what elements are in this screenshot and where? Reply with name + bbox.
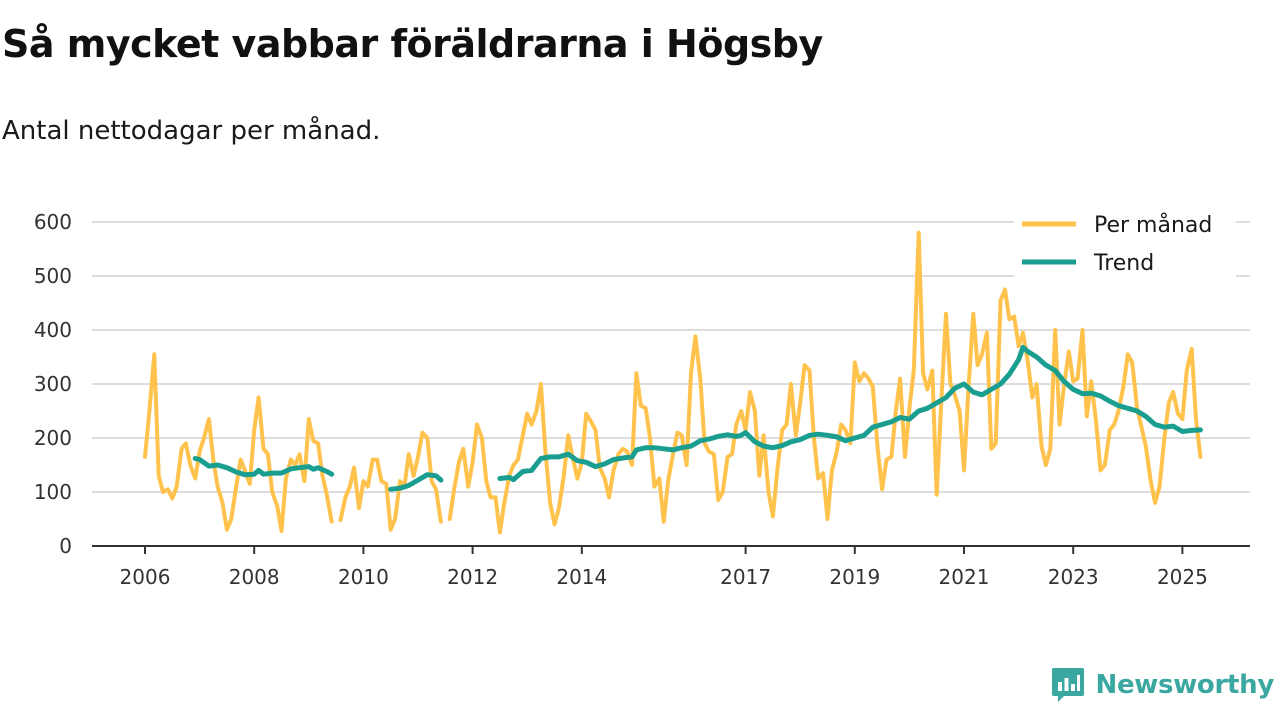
newsworthy-icon xyxy=(1051,668,1084,702)
x-axis: 2006 2008 2010 2012 2014 2017 2019 2021 2023 2025 xyxy=(92,545,1250,589)
x-tick-label: 2012 xyxy=(447,565,498,589)
legend-label: Trend xyxy=(1093,251,1154,276)
y-tick-label: 300 xyxy=(34,372,72,396)
legend-background xyxy=(1014,206,1236,284)
series-lines xyxy=(143,230,1203,535)
x-tick-label: 2010 xyxy=(338,565,389,589)
trend-series-line xyxy=(192,456,335,478)
monthly-series-line xyxy=(143,352,334,533)
y-tick-label: 500 xyxy=(34,264,72,288)
x-tick-label: 2006 xyxy=(120,565,171,589)
x-tick-label: 2025 xyxy=(1157,565,1208,589)
x-tick-label: 2019 xyxy=(829,565,880,589)
x-tick-label: 2023 xyxy=(1048,565,1099,589)
x-tick-label: 2021 xyxy=(939,565,990,589)
chart-subtitle: Antal nettodagar per månad. xyxy=(2,116,381,146)
x-tick-label: 2008 xyxy=(229,565,280,589)
chart-title: Så mycket vabbar föräldrarna i Högsby xyxy=(2,22,823,66)
y-tick-label: 200 xyxy=(34,426,72,450)
x-tick-label: 2017 xyxy=(720,565,771,589)
legend: Per månad Trend xyxy=(1014,206,1236,284)
legend-label: Per månad xyxy=(1094,212,1212,238)
brand-logo: Newsworthy xyxy=(1050,666,1274,704)
y-tick-label: 100 xyxy=(34,480,72,504)
y-axis-ticks: 0 100 200 300 400 500 600 xyxy=(34,210,72,558)
y-tick-label: 400 xyxy=(34,318,72,342)
x-tick-label: 2014 xyxy=(556,565,607,589)
y-tick-label: 0 xyxy=(59,534,72,558)
monthly-series-line xyxy=(447,230,1203,535)
monthly-series-line xyxy=(338,430,443,532)
trend-series-line xyxy=(497,344,1203,483)
brand-name: Newsworthy xyxy=(1095,670,1275,700)
y-tick-label: 600 xyxy=(34,210,72,234)
trend-series-line xyxy=(388,472,444,492)
